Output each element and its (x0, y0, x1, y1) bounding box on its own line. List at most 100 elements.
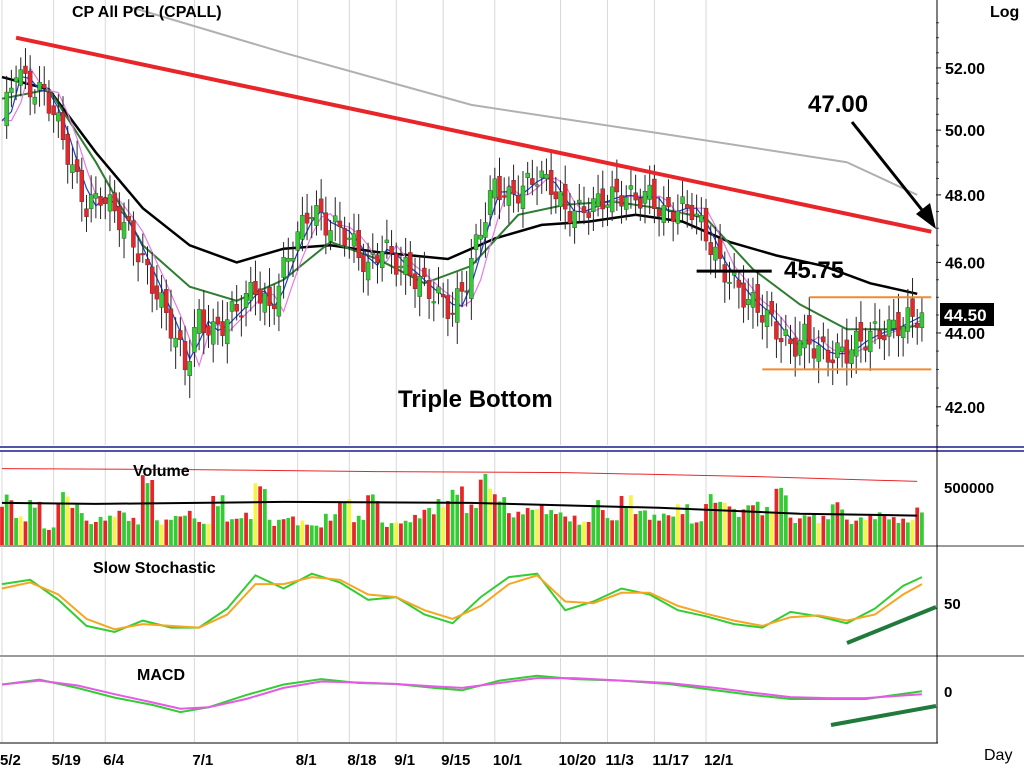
volume-bar (610, 520, 615, 545)
candle-body (37, 81, 42, 91)
candle-body (206, 325, 211, 336)
candle-body (309, 217, 314, 220)
volume-bar (690, 523, 694, 545)
volume-bar (51, 527, 56, 545)
volume-tick-label: 500000 (944, 480, 994, 497)
stochastic-tick-label: 50 (944, 596, 961, 613)
volume-bar (633, 514, 638, 545)
candle-body (88, 194, 94, 209)
price-ma-line (1, 88, 918, 331)
candle-body (107, 194, 113, 212)
volume-bar (356, 515, 361, 545)
volume-bar (910, 520, 915, 545)
candle-body (792, 337, 798, 357)
volume-bar (521, 514, 525, 545)
volume-bar (131, 517, 136, 545)
volume-bar (399, 523, 403, 545)
volume-bar (652, 514, 657, 545)
volume-bar (535, 508, 539, 545)
volume-bar (840, 509, 845, 545)
volume-bar (431, 514, 436, 545)
stochastic-divergence-line (846, 605, 937, 645)
candle-body (825, 349, 831, 363)
volume-bar (812, 513, 816, 545)
candle-body (717, 238, 723, 259)
volume-bar (258, 486, 263, 545)
candle-body (103, 197, 108, 205)
candle-body (18, 69, 23, 86)
price-y-axis: 52.00 50.00 48.00 46.00 44.00 42.00 (936, 22, 985, 427)
volume-bar (65, 496, 70, 545)
price-moving-averages (1, 7, 923, 368)
candle-body (9, 87, 14, 94)
volume-bar (389, 523, 394, 545)
candle-body (638, 198, 643, 209)
volume-bar (553, 514, 558, 545)
volume-bar (708, 494, 713, 545)
candle-body (685, 204, 690, 209)
volume-bar (600, 510, 605, 545)
candle-body (445, 295, 451, 319)
candle-body (159, 292, 164, 308)
volume-bar (802, 515, 807, 545)
candle-body (229, 301, 235, 312)
volume-bar (28, 499, 33, 545)
candle-body (384, 239, 390, 244)
candle-body (27, 70, 33, 98)
volume-bar (873, 519, 877, 545)
volume-bar (887, 519, 891, 545)
candle-body (727, 281, 732, 284)
volume-bar (244, 512, 248, 545)
volume-bar (370, 494, 375, 545)
candle-body (4, 91, 9, 127)
volume-bar (497, 501, 502, 545)
candle-body (403, 257, 408, 275)
candle-body (145, 259, 150, 266)
volume-bar (4, 494, 9, 545)
price-trendlines (15, 35, 932, 371)
volume-bar (37, 501, 42, 545)
volume-bar (18, 516, 23, 545)
volume-bar (614, 520, 619, 545)
candle-body (642, 191, 648, 204)
candle-body (365, 261, 371, 281)
candle-body (417, 275, 422, 297)
volume-bar (807, 516, 812, 545)
volume-bar (375, 501, 380, 545)
volume-bar (905, 522, 910, 545)
candle-body (614, 178, 620, 193)
volume-bar (192, 518, 197, 545)
price-panel: CP All PCL (CPALL) Log 47.00 45.75 Tripl… (1, 4, 1019, 427)
candle-body (736, 279, 742, 288)
candle-body (844, 339, 850, 364)
volume-bar (9, 500, 14, 545)
volume-bar (230, 519, 234, 545)
candle-body (140, 253, 146, 256)
stochastic-title: Slow Stochastic (93, 560, 216, 577)
volume-bar (704, 504, 708, 545)
volume-bar (783, 495, 788, 545)
candle-body (774, 321, 779, 340)
volume-bar (469, 504, 474, 545)
candle-body (886, 319, 892, 337)
candle-body (534, 184, 540, 187)
volume-bar (211, 495, 216, 545)
candle-body (23, 65, 28, 74)
candle-body (225, 319, 230, 345)
stochastic-line (1, 574, 923, 631)
volume-bar (516, 511, 521, 545)
candle-body (830, 359, 835, 364)
volume-bar (347, 498, 352, 545)
volume-bar (751, 505, 755, 545)
volume-bar (366, 495, 370, 545)
x-tick-label: 9/15 (441, 752, 470, 768)
candle-body (666, 196, 671, 208)
candle-body (652, 178, 657, 210)
volume-bar (436, 499, 441, 545)
x-tick-label: 10/20 (559, 752, 597, 768)
volume-bar (338, 502, 342, 545)
candle-body (276, 285, 282, 317)
trendline (15, 35, 932, 234)
volume-bar (502, 497, 507, 545)
volume-bar (0, 506, 4, 545)
